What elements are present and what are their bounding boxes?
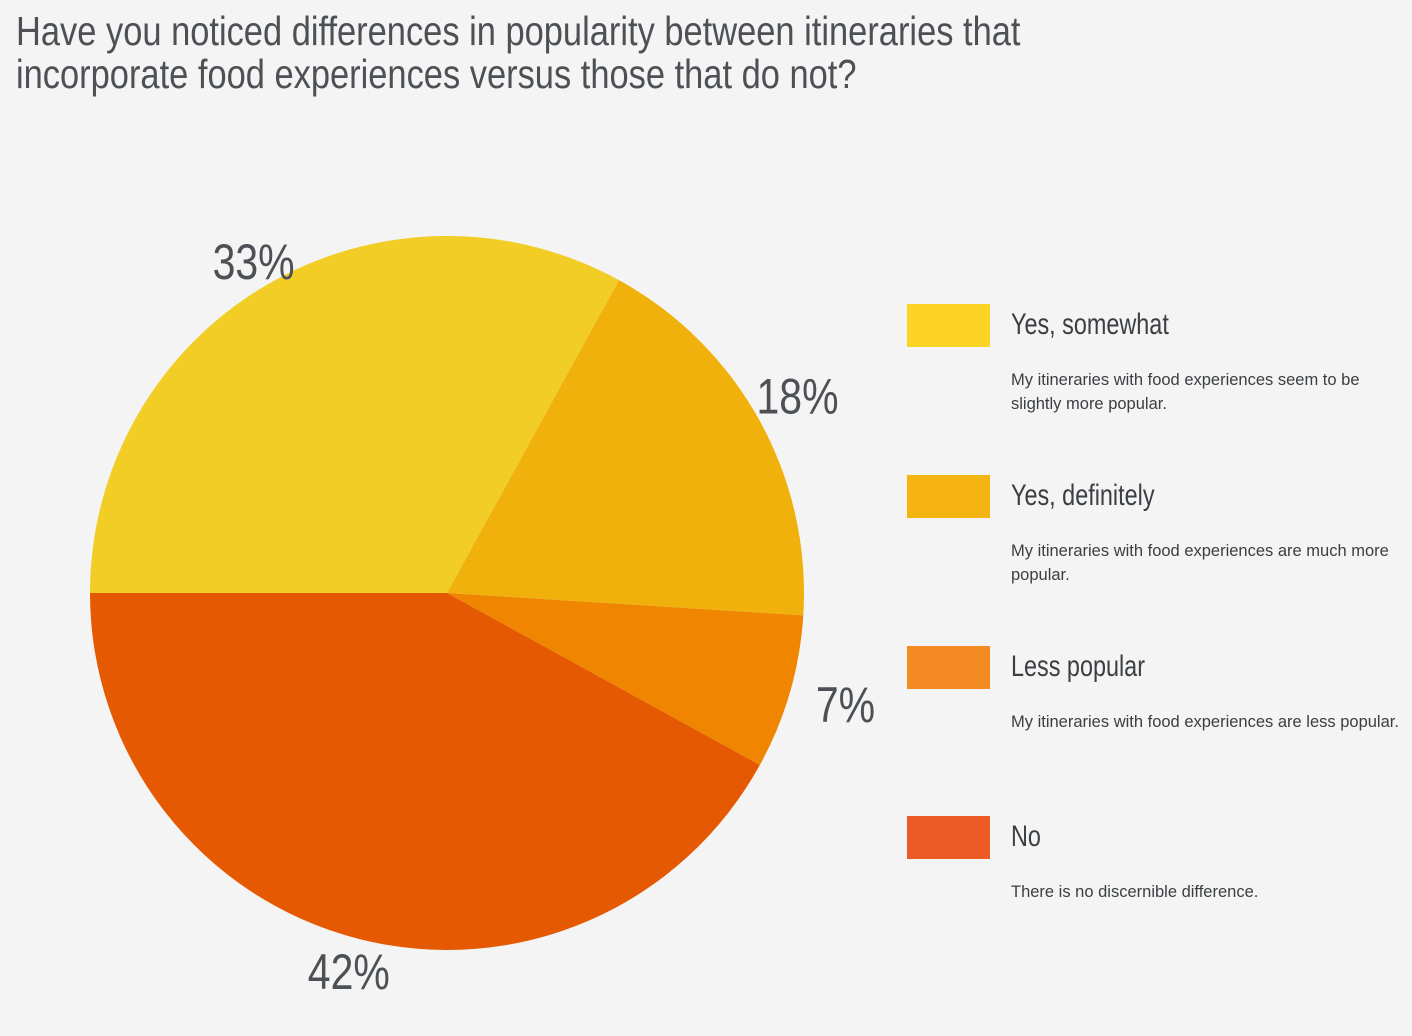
- legend-description-no: There is no discernible difference.: [1011, 883, 1259, 901]
- legend-swatch-no: [907, 816, 990, 859]
- legend-description-yes-definitely: My itineraries with food experiences are…: [1011, 542, 1389, 584]
- legend-swatch-yes-somewhat: [907, 304, 990, 347]
- legend-description-yes-somewhat: My itineraries with food experiences see…: [1011, 371, 1360, 413]
- legend-label-yes-somewhat: Yes, somewhat: [1011, 308, 1169, 341]
- pie-slice-no: [90, 593, 760, 951]
- legend-swatch-less-popular: [907, 646, 990, 689]
- pie-chart: 33% 18% 7% 42%: [90, 234, 876, 1000]
- legend-label-yes-definitely: Yes, definitely: [1011, 479, 1155, 512]
- pie-label-yes-definitely: 18%: [756, 369, 838, 425]
- chart-title: Have you noticed differences in populari…: [16, 8, 1021, 97]
- legend-swatch-yes-definitely: [907, 475, 990, 518]
- pie-slice-less-popular: [447, 593, 804, 765]
- pie-slice-yes-somewhat: [90, 235, 619, 594]
- legend-description-less-popular: My itineraries with food experiences are…: [1011, 713, 1399, 731]
- pie-label-yes-somewhat: 33%: [213, 234, 295, 290]
- pie-slices: [90, 235, 805, 951]
- legend-label-less-popular: Less popular: [1011, 650, 1146, 683]
- pie-label-less-popular: 7%: [816, 677, 875, 733]
- pie-label-no: 42%: [308, 944, 390, 1000]
- pie-labels: 33% 18% 7% 42%: [213, 234, 876, 999]
- legend-label-no: No: [1011, 820, 1041, 853]
- pie-slice-yes-definitely: [447, 280, 805, 616]
